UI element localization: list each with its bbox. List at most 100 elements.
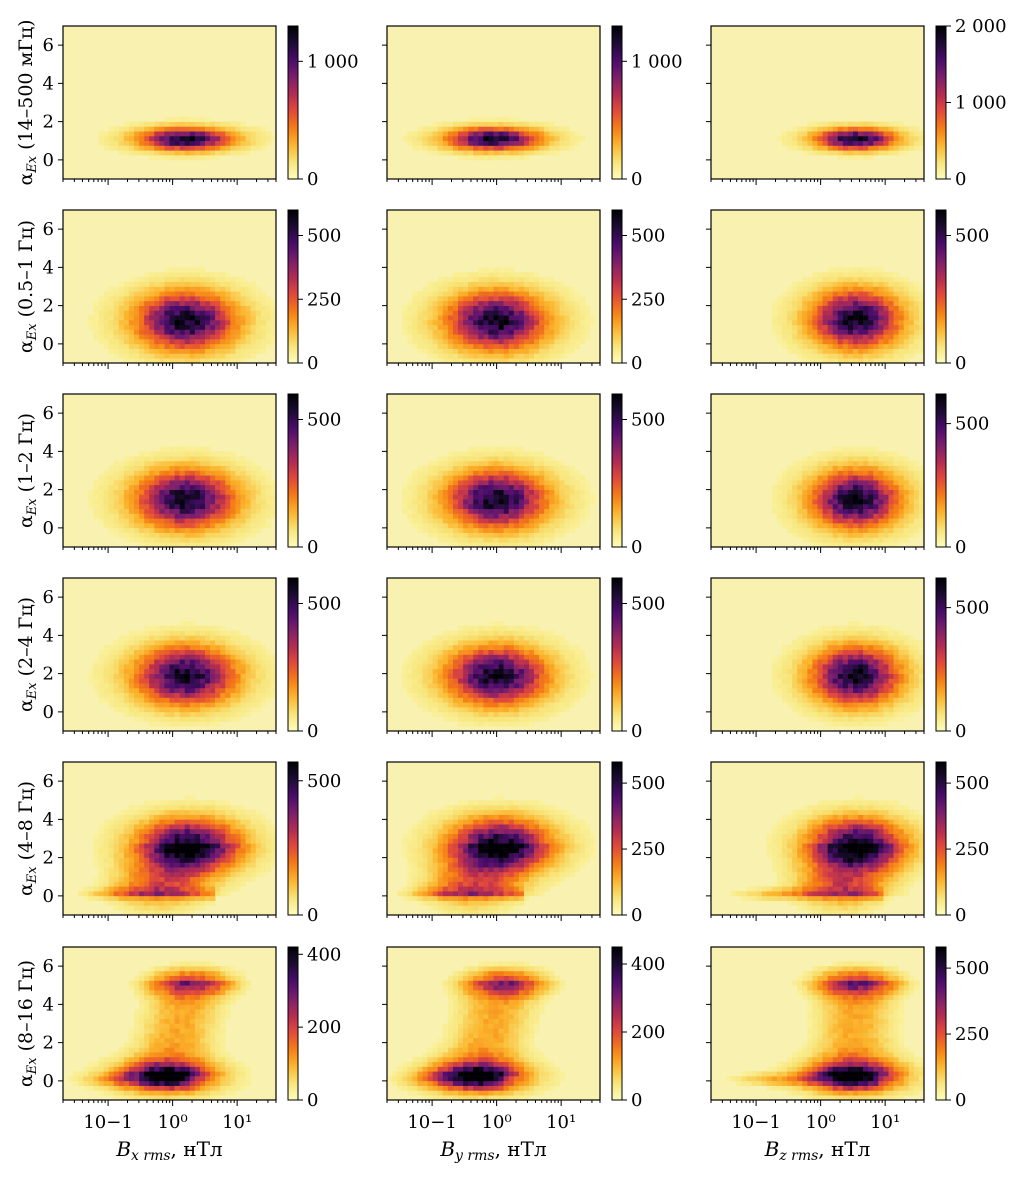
- heat-cell: [447, 319, 454, 326]
- heat-cell: [898, 145, 905, 151]
- heat-cell: [549, 494, 555, 500]
- heat-cell: [868, 348, 874, 354]
- heat-cell: [139, 456, 145, 462]
- heat-cell: [260, 523, 267, 529]
- heat-cell: [128, 692, 135, 698]
- heat-cell: [539, 527, 545, 533]
- heat-cell: [235, 503, 241, 510]
- heat-cell: [230, 319, 236, 326]
- heat-cell: [463, 334, 469, 340]
- heat-cell: [771, 503, 778, 510]
- heat-cell: [139, 121, 145, 127]
- heat-cell: [498, 358, 504, 364]
- heat-cell: [174, 654, 180, 660]
- heat-cell: [534, 310, 540, 316]
- heat-cell: [422, 135, 428, 142]
- heat-cell: [529, 508, 535, 514]
- heat-cell: [883, 291, 889, 297]
- heat-cell: [164, 537, 170, 543]
- heat-cell: [827, 267, 834, 273]
- heat-cell: [205, 537, 211, 543]
- heat-cell: [210, 460, 216, 467]
- heat-cell: [508, 334, 515, 340]
- heat-cell: [797, 281, 803, 287]
- heat-cell: [822, 527, 828, 533]
- heat-cell: [913, 508, 920, 514]
- heat-cell: [918, 508, 925, 514]
- heat-cell: [863, 329, 869, 335]
- heat-cell: [427, 324, 433, 330]
- heat-cell: [447, 296, 454, 302]
- heat-cell: [493, 131, 499, 137]
- heat-cell: [898, 126, 905, 132]
- heat-cell: [832, 343, 839, 349]
- heat-cell: [134, 630, 140, 636]
- heat-cell: [913, 286, 920, 292]
- heat-cell: [447, 315, 454, 321]
- heat-cell: [913, 281, 920, 287]
- heat-cell: [853, 155, 859, 161]
- heat-cell: [118, 692, 125, 698]
- heat-cell: [174, 508, 180, 514]
- heat-cell: [822, 150, 828, 156]
- heat-cell: [554, 508, 560, 514]
- heat-cell: [888, 523, 894, 529]
- heat-cell: [422, 508, 428, 514]
- colorbar-tick-label: 500: [307, 410, 341, 431]
- heat-cell: [437, 131, 444, 137]
- heat-cell: [174, 532, 180, 538]
- heat-cell: [210, 518, 216, 524]
- heat-cell: [858, 267, 864, 273]
- heat-cell: [128, 640, 135, 646]
- heat-cell: [842, 126, 849, 132]
- heat-cell: [893, 456, 899, 462]
- heat-cell: [787, 329, 793, 335]
- heat-cell: [863, 542, 869, 548]
- heat-cell: [832, 267, 839, 273]
- heat-cell: [549, 460, 555, 467]
- heat-cell: [529, 300, 535, 306]
- heat-cell: [215, 470, 221, 476]
- heat-cell: [123, 513, 130, 519]
- heat-cell: [128, 334, 135, 340]
- heat-cell: [488, 291, 494, 297]
- heat-cell: [807, 296, 813, 302]
- heat-cell: [463, 131, 469, 137]
- heat-cell: [508, 116, 515, 122]
- heat-cell: [579, 339, 586, 345]
- heat-cell: [878, 300, 884, 306]
- heat-cell: [908, 489, 915, 495]
- heat-cell: [554, 348, 560, 354]
- heat-cell: [842, 150, 849, 156]
- heat-cell: [478, 324, 484, 330]
- heat-cell: [189, 319, 196, 326]
- heat-cell: [807, 470, 813, 476]
- heat-cell: [529, 324, 535, 330]
- heat-cell: [508, 135, 515, 142]
- heat-cell: [270, 334, 277, 340]
- heat-cell: [832, 296, 839, 302]
- heat-cell: [159, 286, 165, 292]
- heat-cell: [822, 542, 828, 548]
- heat-cell: [513, 446, 520, 452]
- heat-cell: [427, 353, 433, 359]
- heat-cell: [194, 343, 201, 349]
- heat-cell: [164, 716, 170, 722]
- heat-cell: [139, 480, 145, 486]
- heat-cell: [184, 692, 191, 698]
- heat-cell: [210, 291, 216, 297]
- heat-cell: [169, 324, 175, 330]
- heat-cell: [488, 446, 494, 452]
- heat-cell: [822, 329, 828, 335]
- heat-cell: [265, 475, 272, 481]
- heat-cell: [473, 310, 479, 316]
- heat-cell: [802, 465, 808, 471]
- heat-cell: [452, 126, 459, 132]
- heat-cell: [265, 334, 272, 340]
- heat-cell: [812, 319, 818, 326]
- heat-cell: [270, 480, 277, 486]
- heat-cell: [154, 305, 160, 311]
- heat-cell: [908, 494, 915, 500]
- heat-cell: [179, 465, 186, 471]
- heat-cell: [144, 460, 150, 467]
